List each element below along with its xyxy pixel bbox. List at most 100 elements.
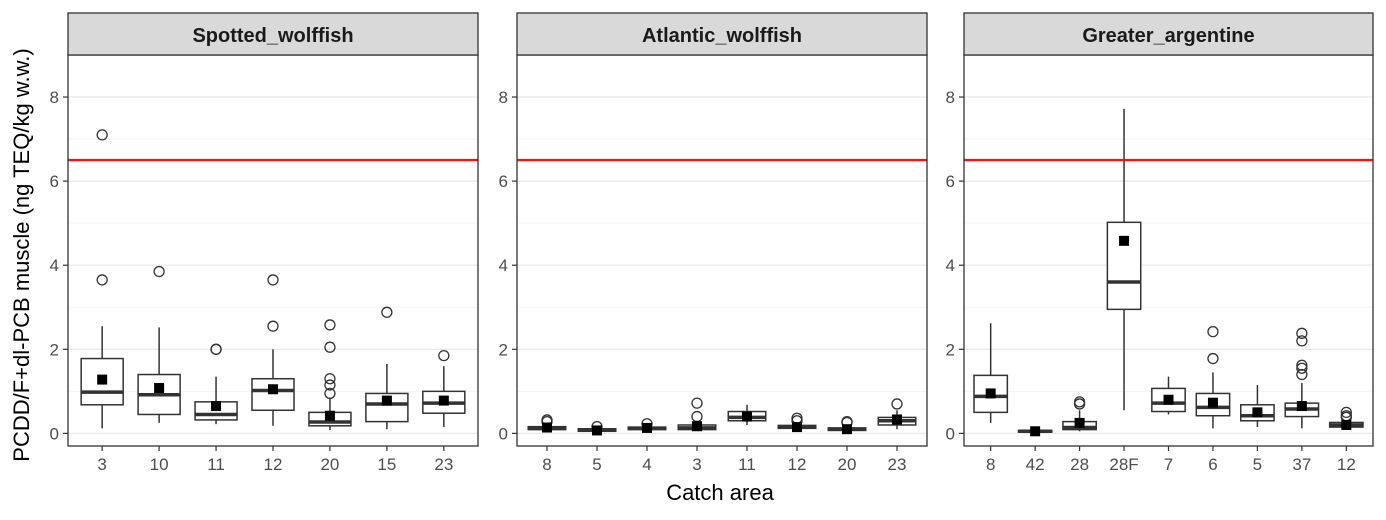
facet-title: Greater_argentine bbox=[1082, 25, 1254, 47]
box-4 bbox=[627, 418, 667, 433]
mean-marker bbox=[1163, 394, 1174, 405]
mean-marker bbox=[692, 421, 702, 432]
facet-strip bbox=[963, 12, 1374, 56]
mean-marker bbox=[792, 422, 802, 433]
outlier-point bbox=[691, 397, 703, 409]
box-12 bbox=[251, 274, 295, 426]
box-7 bbox=[1151, 376, 1186, 415]
mean-marker bbox=[1252, 407, 1263, 418]
y-tick-label: 4 bbox=[499, 256, 508, 275]
mean-marker bbox=[324, 410, 335, 421]
box-28 bbox=[1062, 396, 1098, 432]
box-12 bbox=[1328, 406, 1364, 430]
box-37 bbox=[1284, 327, 1320, 429]
x-tick-label: 28 bbox=[1070, 455, 1089, 474]
x-tick-label: 3 bbox=[692, 455, 701, 474]
iqr-box bbox=[973, 374, 1009, 414]
outlier-point bbox=[438, 349, 450, 362]
facet-strip bbox=[516, 12, 928, 56]
outlier-point bbox=[1296, 327, 1308, 339]
x-tick-label: 5 bbox=[1253, 455, 1262, 474]
x-tick-label: 12 bbox=[788, 455, 807, 474]
x-tick-label: 6 bbox=[1208, 455, 1217, 474]
outlier-point bbox=[1296, 359, 1308, 371]
y-tick-label: 2 bbox=[499, 340, 508, 359]
mean-marker bbox=[154, 382, 165, 393]
y-tick-label: 2 bbox=[50, 340, 59, 359]
x-tick-label: 11 bbox=[207, 455, 225, 474]
box-15 bbox=[365, 306, 409, 430]
x-tick-label: 5 bbox=[592, 455, 601, 474]
box-20 bbox=[308, 319, 352, 431]
facet-title: Atlantic_wolffish bbox=[642, 25, 802, 47]
x-tick-label: 11 bbox=[738, 455, 756, 474]
y-tick-label: 0 bbox=[946, 424, 955, 443]
mean-marker bbox=[211, 401, 222, 412]
y-tick-label: 8 bbox=[946, 88, 955, 107]
box-6 bbox=[1195, 325, 1231, 429]
mean-marker bbox=[1074, 417, 1085, 428]
box-28F bbox=[1106, 108, 1142, 411]
x-tick-label: 28F bbox=[1109, 455, 1138, 474]
x-tick-label: 12 bbox=[1337, 455, 1356, 474]
box-23 bbox=[422, 349, 466, 428]
x-tick-label: 42 bbox=[1026, 455, 1045, 474]
box-11 bbox=[194, 343, 238, 425]
box-11 bbox=[727, 404, 767, 425]
x-tick-label: 23 bbox=[434, 455, 453, 474]
x-tick-label: 10 bbox=[150, 455, 169, 474]
mean-marker bbox=[97, 374, 108, 385]
panel-spotted_wolffish: 0 2 4 6 8 3 10 11 12 20 15 23 Spotted_wolffish bbox=[50, 12, 479, 474]
box-23 bbox=[877, 398, 917, 430]
x-tick-label: 20 bbox=[320, 455, 339, 474]
y-tick-label: 8 bbox=[499, 88, 508, 107]
x-tick-label: 37 bbox=[1292, 455, 1311, 474]
outlier-point bbox=[267, 320, 279, 332]
x-axis-title: Catch area bbox=[666, 480, 774, 505]
y-axis-title: PCDD/F+dl-PCB muscle (ng TEQ/kg w.w.) bbox=[9, 48, 34, 461]
outlier-point bbox=[96, 129, 108, 141]
outlier-point bbox=[324, 373, 336, 385]
mean-marker bbox=[1030, 426, 1041, 437]
panel-atlantic_wolffish: 0 2 4 6 8 8 5 4 3 11 12 20 23 Atlantic_wolffish bbox=[499, 12, 928, 474]
mean-marker bbox=[438, 395, 449, 406]
outlier-point bbox=[153, 265, 165, 278]
box-8 bbox=[973, 323, 1009, 423]
outlier-point bbox=[1207, 325, 1219, 338]
facet-title: Spotted_wolffish bbox=[192, 25, 353, 47]
y-tick-label: 6 bbox=[946, 172, 955, 191]
mean-marker bbox=[268, 384, 278, 395]
x-tick-label: 3 bbox=[97, 455, 106, 474]
y-tick-label: 4 bbox=[50, 256, 59, 275]
panel-background bbox=[517, 55, 927, 446]
outlier-point bbox=[324, 341, 336, 353]
y-tick-label: 4 bbox=[946, 256, 955, 275]
outlier-point bbox=[891, 398, 903, 410]
box-5 bbox=[1239, 385, 1275, 428]
box-3 bbox=[80, 129, 124, 429]
outlier-point bbox=[1296, 335, 1308, 347]
x-tick-label: 8 bbox=[986, 455, 995, 474]
x-tick-label: 8 bbox=[542, 455, 551, 474]
outlier-point bbox=[1296, 368, 1308, 381]
iqr-box bbox=[251, 377, 295, 412]
y-tick-label: 0 bbox=[499, 424, 508, 443]
x-tick-label: 15 bbox=[377, 455, 396, 474]
box-12 bbox=[777, 412, 817, 433]
mean-marker bbox=[985, 388, 996, 399]
box-10 bbox=[137, 265, 181, 423]
x-tick-label: 7 bbox=[1164, 455, 1173, 474]
outlier-point bbox=[324, 387, 336, 400]
iqr-box bbox=[1106, 221, 1142, 311]
box-42 bbox=[1017, 426, 1053, 437]
box-5 bbox=[577, 421, 617, 436]
mean-marker bbox=[1119, 235, 1130, 246]
outlier-point bbox=[324, 319, 336, 331]
y-tick-label: 8 bbox=[50, 88, 59, 107]
panel-greater_argentine: 0 2 4 6 8 8 42 28 28F 7 6 5 37 12 Greater_argentine bbox=[946, 12, 1374, 474]
outlier-point bbox=[381, 306, 393, 318]
mean-marker bbox=[381, 395, 392, 406]
outlier-point bbox=[96, 274, 108, 286]
y-tick-label: 2 bbox=[946, 340, 955, 359]
